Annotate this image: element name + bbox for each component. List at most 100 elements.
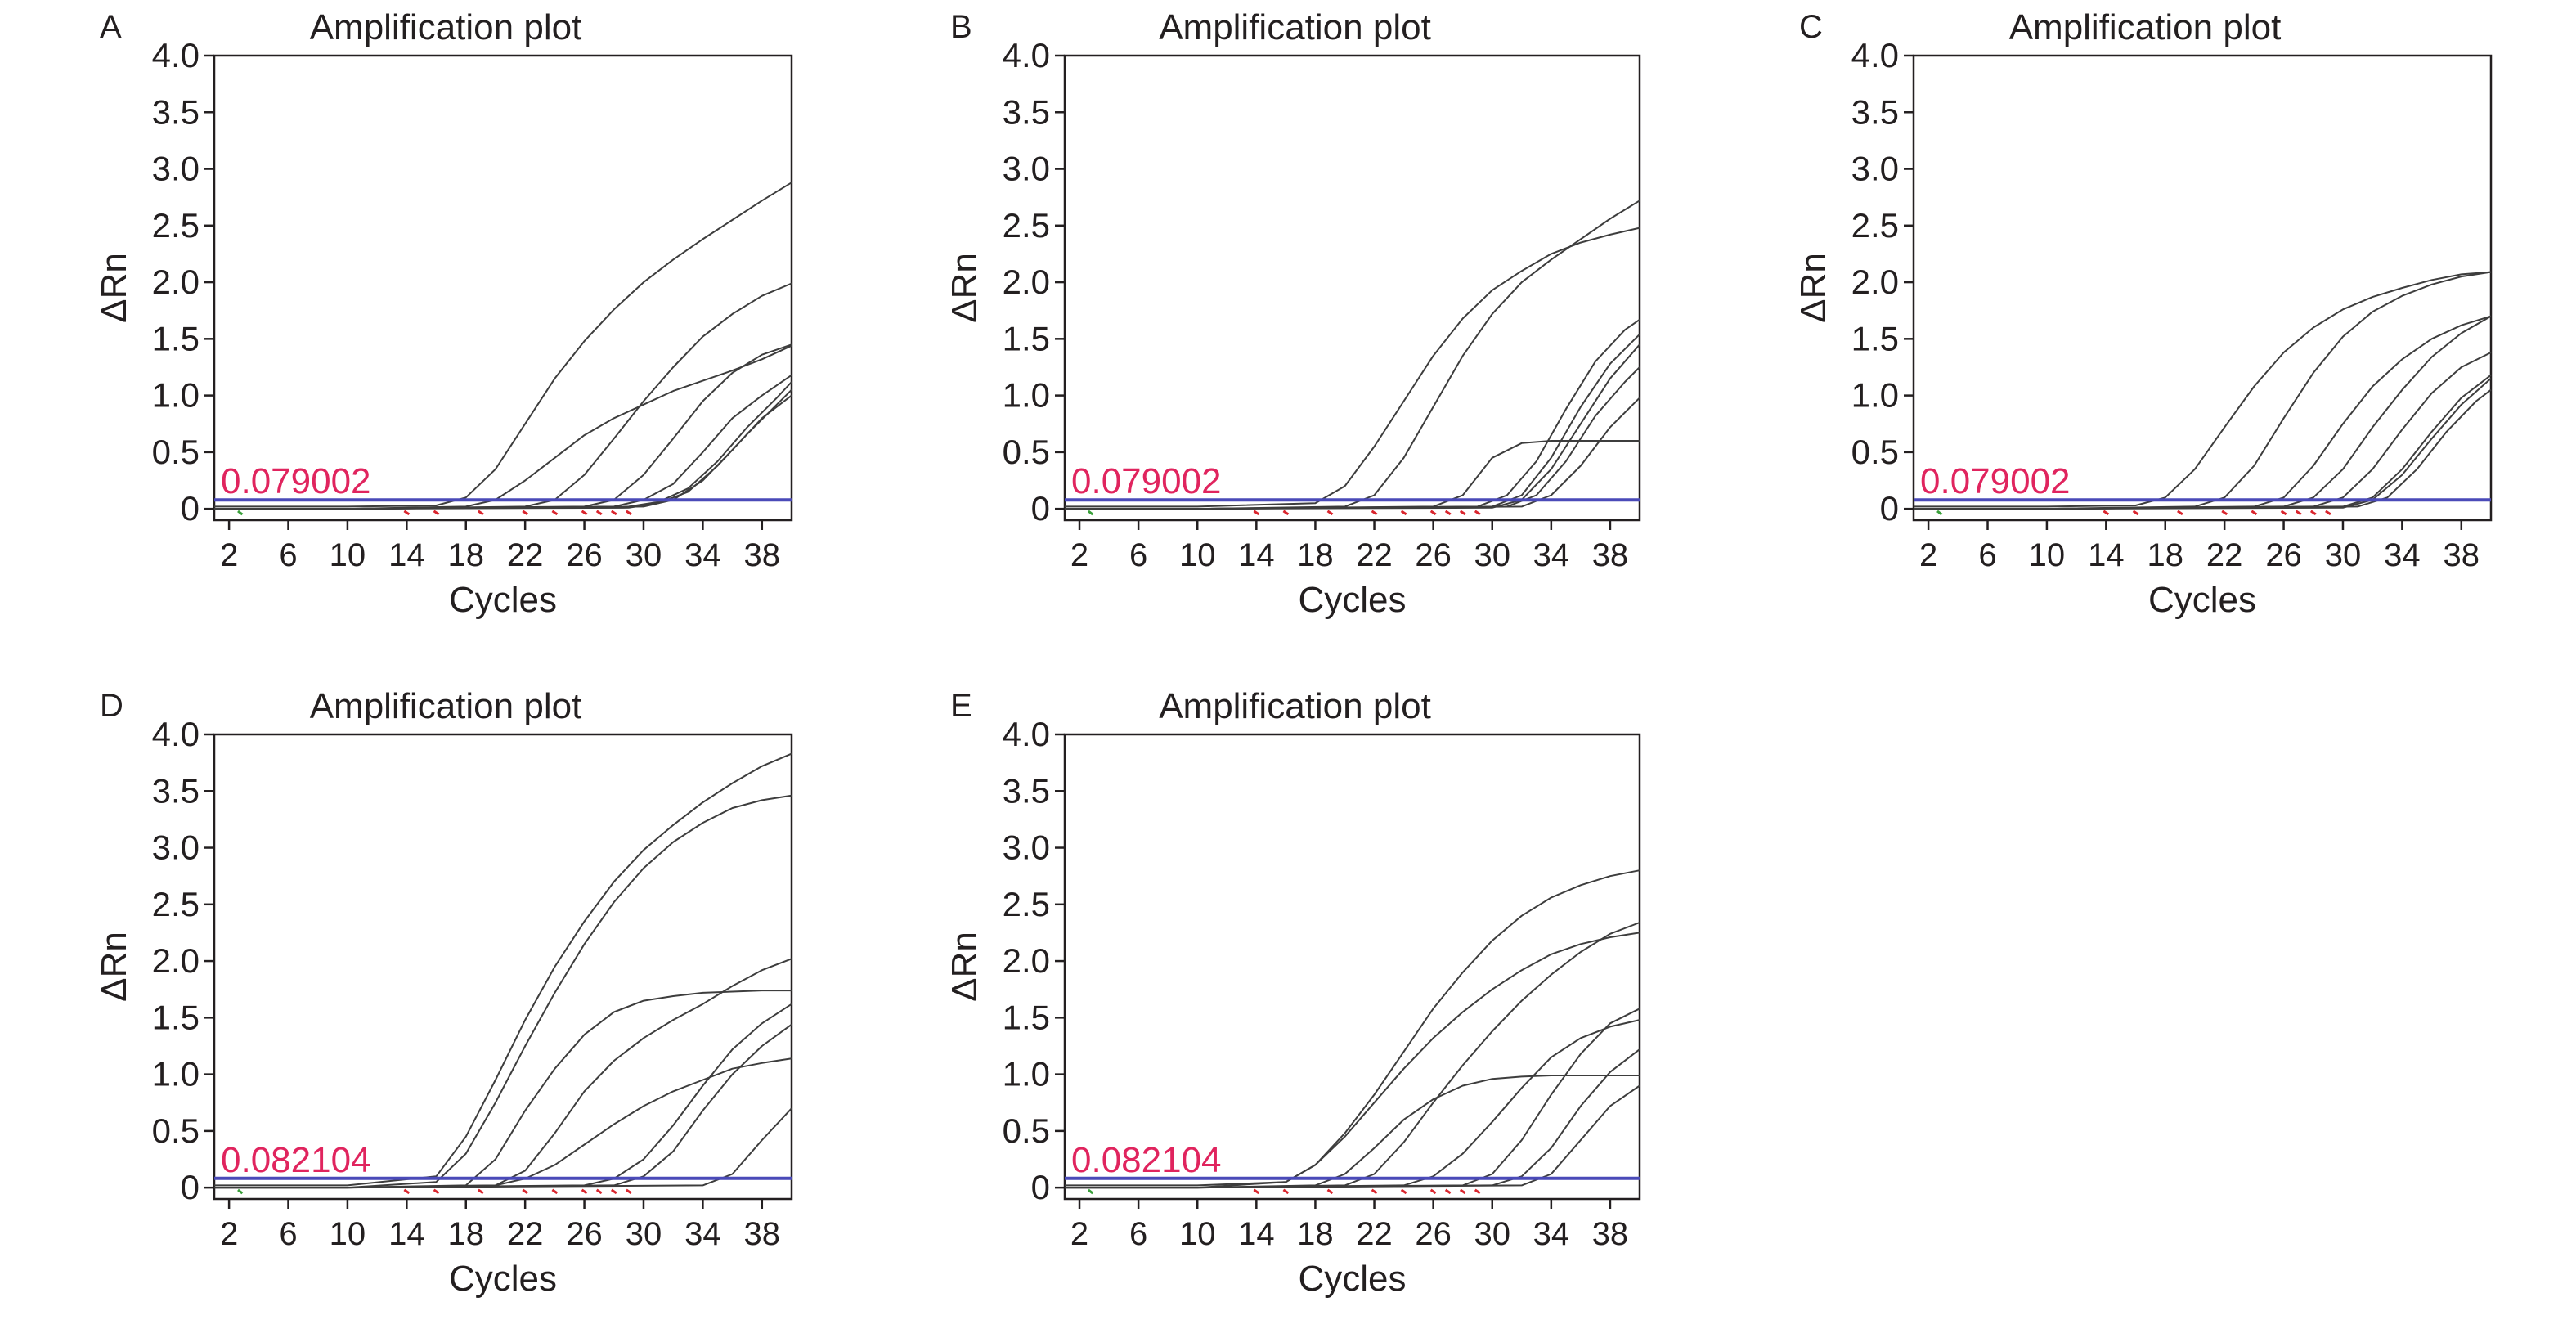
y-tick-label: 3.0 — [1851, 150, 1899, 188]
baseline-marker — [551, 510, 559, 516]
x-axis-label: Cycles — [1298, 1259, 1406, 1299]
amplification-curve — [214, 1057, 792, 1189]
panel-a: A Amplification plot 0 0.5 1.0 1.5 2.0 2.5 3.0 3.… — [94, 7, 793, 620]
baseline-marker — [1326, 1188, 1334, 1195]
x-tick-label: 38 — [744, 537, 781, 573]
x-tick-label: 2 — [1070, 537, 1088, 573]
amplification-curve — [214, 182, 792, 508]
baseline-marker — [1429, 510, 1437, 516]
baseline-marker — [2177, 510, 2183, 516]
baseline-marker — [1253, 510, 1260, 516]
x-tick-label: 30 — [626, 537, 662, 573]
panel-letter: E — [950, 688, 972, 724]
x-tick-label: 26 — [2265, 537, 2302, 573]
x-tick-label: 6 — [1129, 1216, 1147, 1252]
amplification-curve — [214, 394, 792, 510]
baseline-marker — [1087, 1188, 1094, 1195]
y-tick-label: 0 — [1031, 1168, 1050, 1206]
baseline-marker — [581, 510, 588, 516]
baseline-marker — [2251, 510, 2258, 516]
y-tick-label: 1.0 — [1003, 1055, 1050, 1093]
x-tick-label: 30 — [1474, 1216, 1510, 1252]
x-tick-label: 22 — [507, 1216, 544, 1252]
baseline-marker — [1371, 510, 1378, 516]
panel-letter: D — [100, 688, 123, 724]
y-tick-label: 4.0 — [1003, 715, 1050, 753]
amplification-curve — [1914, 388, 2492, 510]
baseline-marker — [522, 510, 528, 516]
amplification-curve — [1914, 271, 2492, 508]
x-tick-label: 10 — [330, 537, 366, 573]
amplification-curve — [1065, 932, 1640, 1189]
amplification-curves — [214, 182, 792, 510]
x-axis-label: Cycles — [449, 1259, 557, 1299]
panel-letter: C — [1799, 9, 1823, 45]
plot-frame — [213, 54, 793, 522]
baseline-marker — [1474, 510, 1481, 516]
x-tick-label: 30 — [1474, 537, 1510, 573]
y-tick-label: 3.5 — [1003, 92, 1050, 131]
x-tick-label: 26 — [1415, 1216, 1452, 1252]
amplification-curve — [214, 344, 792, 510]
y-tick-label: 2.5 — [152, 206, 200, 245]
y-tick-label: 1.0 — [1851, 376, 1899, 415]
baseline-marker — [403, 1188, 411, 1195]
y-tick-label: 0 — [1880, 489, 1899, 528]
y-axis-label: ΔRn — [94, 932, 134, 1002]
plot-frame — [213, 733, 793, 1201]
y-tick-label: 2.5 — [1003, 885, 1050, 923]
x-tick-label: 38 — [1592, 537, 1629, 573]
amplification-curve — [1065, 1084, 1640, 1189]
amplification-curves — [1065, 869, 1640, 1189]
y-tick-label: 1.5 — [1851, 319, 1899, 357]
baseline-marker — [237, 1188, 244, 1195]
y-tick-label: 2.5 — [152, 885, 200, 923]
x-tick-label: 38 — [1592, 1216, 1629, 1252]
baseline-marker — [581, 1188, 588, 1195]
x-axis-label: Cycles — [2148, 580, 2256, 620]
y-tick-label: 0.5 — [152, 433, 200, 471]
y-tick-label: 2.5 — [1851, 206, 1899, 245]
baseline-marker — [522, 1188, 528, 1195]
x-tick-label: 2 — [220, 1216, 238, 1252]
y-tick-label: 2.0 — [1851, 263, 1899, 301]
x-axis-label: Cycles — [449, 580, 557, 620]
x-tick-label: 10 — [1179, 537, 1216, 573]
baseline-marker — [1087, 510, 1094, 516]
y-tick-label: 1.5 — [152, 998, 200, 1036]
baseline-marker — [237, 510, 244, 516]
baseline-marker — [1459, 1188, 1466, 1195]
baseline-marker — [1282, 510, 1290, 516]
baseline-marker — [478, 510, 484, 516]
baseline-marker — [403, 510, 411, 516]
panel-letter: B — [950, 9, 972, 45]
x-tick-label: 22 — [1356, 537, 1393, 573]
x-tick-label: 10 — [1179, 1216, 1216, 1252]
panel-title: Amplification plot — [1159, 686, 1431, 726]
x-tick-label: 18 — [447, 537, 484, 573]
x-tick-label: 14 — [1238, 1216, 1275, 1252]
baseline-marker — [1429, 1188, 1437, 1195]
baseline-marker — [626, 510, 632, 516]
x-tick-label: 14 — [1238, 537, 1275, 573]
x-tick-label: 34 — [684, 1216, 721, 1252]
y-tick-label: 3.5 — [152, 92, 200, 131]
baseline-marker — [1282, 1188, 1290, 1195]
baseline-marker — [1326, 510, 1334, 516]
x-tick-label: 2 — [220, 537, 238, 573]
baseline-marker — [1253, 1188, 1260, 1195]
baseline-marker — [595, 1188, 603, 1195]
x-tick-label: 18 — [447, 1216, 484, 1252]
amplification-curves — [1914, 271, 2492, 510]
x-tick-label: 14 — [388, 537, 425, 573]
y-tick-label: 1.0 — [1003, 376, 1050, 415]
x-tick-label: 14 — [388, 1216, 425, 1252]
panel-title: Amplification plot — [1159, 7, 1431, 47]
baseline-marker — [1400, 510, 1407, 516]
baseline-marker — [1936, 510, 1943, 516]
panel-title: Amplification plot — [310, 7, 582, 47]
baseline-marker — [478, 1188, 484, 1195]
x-tick-label: 2 — [1070, 1216, 1088, 1252]
baseline-marker — [1459, 510, 1466, 516]
